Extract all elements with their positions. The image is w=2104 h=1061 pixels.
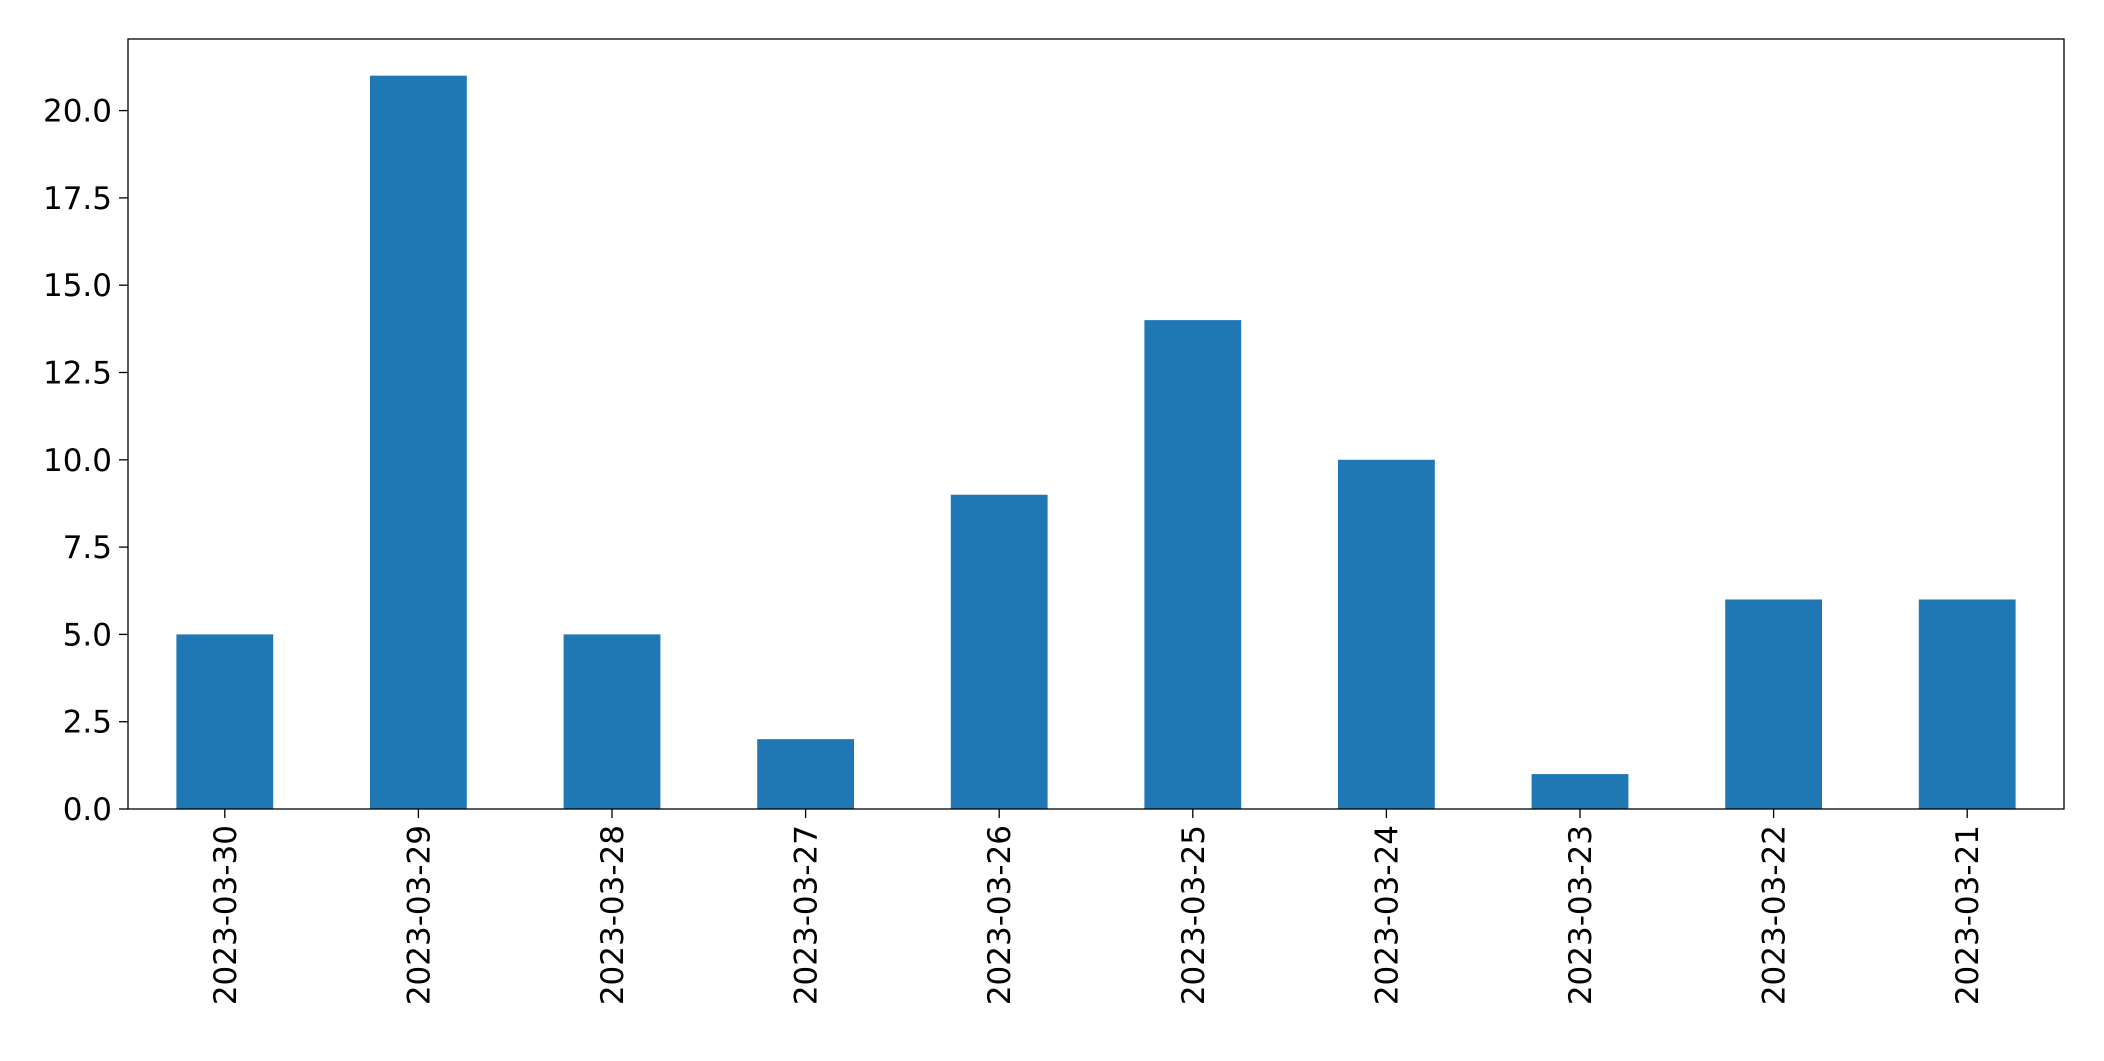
bar xyxy=(757,739,854,809)
bar xyxy=(950,494,1048,809)
x-tick-label: 2023-03-30 xyxy=(208,825,244,1005)
y-tick-label: 10.0 xyxy=(43,443,112,479)
y-tick-label: 15.0 xyxy=(43,268,112,304)
bar xyxy=(1531,774,1629,809)
bar xyxy=(176,634,274,809)
bar xyxy=(563,634,661,809)
y-tick-label: 5.0 xyxy=(63,617,112,653)
y-tick-label: 0.0 xyxy=(63,792,112,828)
x-tick-label: 2023-03-29 xyxy=(401,825,437,1005)
x-tick-label: 2023-03-23 xyxy=(1563,825,1599,1005)
x-tick-label: 2023-03-24 xyxy=(1369,825,1405,1005)
y-tick-label: 2.5 xyxy=(63,705,112,741)
x-tick-label: 2023-03-27 xyxy=(789,825,825,1005)
x-tick-label: 2023-03-25 xyxy=(1176,825,1212,1005)
plot-frame xyxy=(127,38,2065,810)
bar xyxy=(1338,459,1435,809)
bar xyxy=(1725,599,1822,809)
bar xyxy=(1918,599,2016,809)
y-tick-label: 7.5 xyxy=(63,530,112,566)
x-tick-label: 2023-03-26 xyxy=(982,825,1018,1005)
y-tick-label: 17.5 xyxy=(43,181,112,217)
x-tick-label: 2023-03-22 xyxy=(1757,825,1793,1005)
bar xyxy=(1144,320,1242,809)
x-tick-label: 2023-03-28 xyxy=(595,825,631,1005)
y-tick-label: 20.0 xyxy=(43,94,112,130)
bar xyxy=(370,75,467,809)
y-tick-label: 12.5 xyxy=(43,355,112,391)
x-tick-label: 2023-03-21 xyxy=(1950,825,1986,1005)
